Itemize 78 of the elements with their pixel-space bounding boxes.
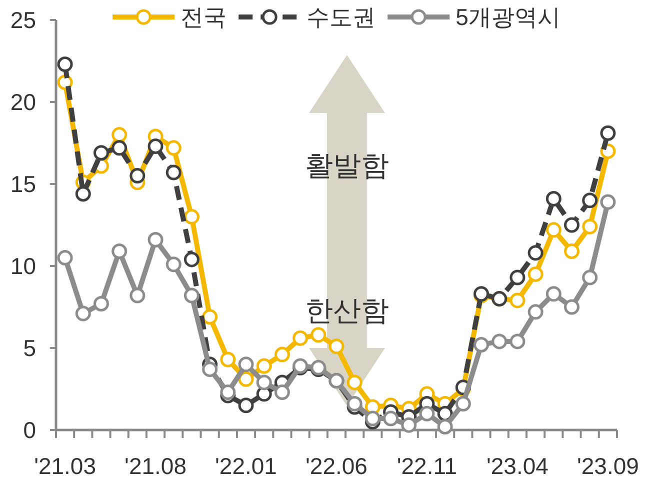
point xyxy=(546,286,562,302)
point xyxy=(564,243,580,259)
point xyxy=(256,358,272,374)
point xyxy=(582,192,598,208)
legend-label: 전국 xyxy=(180,4,227,30)
point xyxy=(130,288,146,304)
point xyxy=(112,243,128,259)
x-tick-label: '22.11 xyxy=(396,453,458,479)
point xyxy=(184,209,200,225)
point xyxy=(166,256,182,272)
point xyxy=(600,194,616,210)
point xyxy=(238,356,254,372)
point xyxy=(510,292,526,308)
point xyxy=(364,410,380,426)
point xyxy=(256,374,272,390)
point xyxy=(202,362,218,378)
y-tick-label: 25 xyxy=(10,7,36,33)
point xyxy=(510,270,526,286)
point xyxy=(112,127,128,143)
point xyxy=(346,396,362,412)
point xyxy=(474,336,490,352)
point xyxy=(148,232,164,248)
point xyxy=(238,371,254,387)
point xyxy=(166,164,182,180)
point xyxy=(528,304,544,320)
point xyxy=(437,418,453,434)
y-tick-label: 20 xyxy=(10,89,36,115)
point xyxy=(528,266,544,282)
point xyxy=(546,222,562,238)
y-tick-label: 15 xyxy=(10,171,36,197)
point xyxy=(148,138,164,154)
point xyxy=(57,250,73,266)
point xyxy=(238,398,254,414)
point xyxy=(455,396,471,412)
point xyxy=(328,338,344,354)
point xyxy=(75,186,91,202)
point xyxy=(582,218,598,234)
x-tick-label: '21.03 xyxy=(34,453,96,479)
point xyxy=(492,334,508,350)
y-tick-label: 0 xyxy=(23,417,36,443)
point xyxy=(220,352,236,368)
x-tick-label: '23.04 xyxy=(486,453,549,479)
point xyxy=(184,252,200,268)
point xyxy=(274,384,290,400)
y-tick-label: 5 xyxy=(23,335,36,361)
x-tick-label: '22.01 xyxy=(215,453,277,479)
point xyxy=(419,406,435,422)
annotation: 한산함 xyxy=(305,295,389,326)
point xyxy=(600,125,616,141)
point xyxy=(564,299,580,315)
point xyxy=(130,168,146,184)
point xyxy=(528,245,544,261)
point xyxy=(75,306,91,322)
annotation: 활발함 xyxy=(305,150,389,181)
point xyxy=(184,288,200,304)
point xyxy=(383,410,399,426)
point xyxy=(166,140,182,156)
point xyxy=(112,140,128,156)
x-tick-label: '22.06 xyxy=(306,453,368,479)
point xyxy=(401,417,417,433)
point xyxy=(93,296,109,312)
point xyxy=(274,346,290,362)
y-tick-label: 10 xyxy=(10,253,36,279)
point xyxy=(220,384,236,400)
point xyxy=(57,56,73,72)
point xyxy=(346,374,362,390)
point xyxy=(93,145,109,161)
x-tick-label: '23.09 xyxy=(576,453,639,479)
point xyxy=(510,334,526,350)
legend-label: 수도권 xyxy=(306,4,376,30)
x-tick-label: '21.08 xyxy=(124,453,187,479)
point xyxy=(564,217,580,233)
point xyxy=(546,191,562,207)
point xyxy=(582,270,598,286)
point xyxy=(202,309,218,325)
point xyxy=(292,330,308,346)
legend-label: 5개광역시 xyxy=(456,4,560,30)
point xyxy=(310,327,326,343)
